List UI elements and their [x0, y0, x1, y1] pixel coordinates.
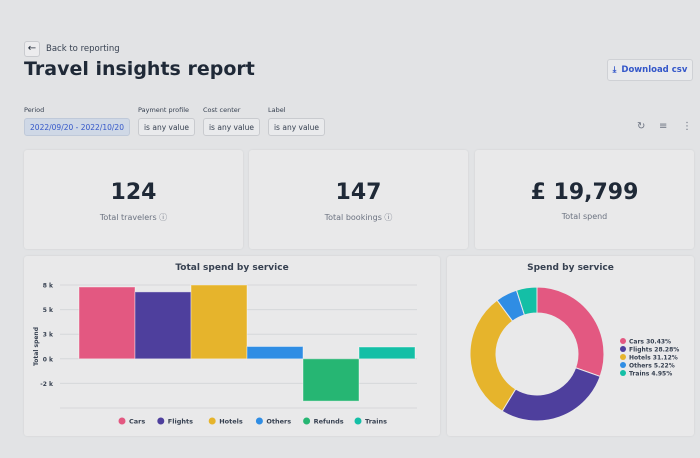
filter-label-payment-profile: Payment profile: [138, 106, 190, 114]
kpi-label: Total bookings: [324, 213, 382, 222]
legend-swatch: [620, 362, 626, 368]
bar-refunds: [302, 358, 360, 402]
kpi-label: Total spend: [561, 212, 608, 221]
bar-others: [246, 346, 304, 360]
legend-label: Trains 4.95%: [629, 370, 672, 377]
filter-label-period: Period: [24, 106, 45, 114]
refresh-icon[interactable]: ↻: [637, 121, 646, 132]
arrow-left-icon: ←: [27, 43, 37, 54]
legend-label: Others: [266, 418, 291, 426]
download-csv-button[interactable]: ⤓ Download csv: [607, 59, 693, 81]
bar-chart: 8 k 5 k 3 k 0 k -2 k Total spend Cars Flights Ho…: [33, 283, 417, 426]
donut-chart: Cars 30.43%Flights 28.28%Hotels 31.12%Ot…: [469, 286, 679, 422]
legend-swatch: [354, 417, 362, 425]
kpi-total-spend: £ 19,799 Total spend: [475, 150, 694, 249]
download-label: Download csv: [621, 65, 688, 75]
legend-label: Cars: [129, 418, 145, 426]
kpi-value: 124: [110, 180, 157, 205]
legend-swatch: [118, 417, 126, 425]
slice-cars: [536, 286, 605, 378]
legend-swatch: [620, 370, 626, 376]
slice-trains: [515, 286, 538, 316]
kpi-total-travelers: 124 Total travelers ⓘ: [24, 150, 243, 249]
filter-period[interactable]: 2022/09/20 - 2022/10/20: [24, 118, 130, 136]
kpi-value: 147: [335, 180, 382, 205]
legend-swatch: [620, 354, 626, 360]
more-vertical-icon[interactable]: ⋮: [682, 121, 692, 132]
filter-label-cost-center: Cost center: [203, 106, 241, 114]
legend-label: Refunds: [314, 418, 344, 426]
legend-label: Hotels 31.12%: [629, 354, 678, 361]
legend-label: Flights 28.28%: [629, 346, 679, 353]
slice-flights: [501, 367, 601, 422]
chart-title: Spend by service: [527, 263, 614, 273]
kpi-total-bookings: 147 Total bookings ⓘ: [249, 150, 468, 249]
bar-flights: [134, 291, 192, 360]
chart-title: Total spend by service: [175, 263, 289, 273]
bar-trains: [358, 346, 416, 360]
legend-label: Hotels: [219, 418, 243, 426]
info-icon[interactable]: ⓘ: [159, 213, 168, 222]
legend-swatch: [620, 346, 626, 352]
y-tick-label: 5 k: [43, 307, 54, 314]
bar-cars: [78, 286, 136, 360]
filter-payment-profile[interactable]: is any value: [138, 118, 195, 136]
y-tick-label: 8 k: [43, 283, 54, 290]
filter-icon[interactable]: ≡: [659, 121, 668, 132]
bar-chart-card: Total spend by service 8 k 5 k 3 k 0 k -2 k T…: [24, 256, 440, 436]
kpi-value: £ 19,799: [530, 180, 639, 205]
kpi-label: Total travelers: [99, 213, 157, 222]
legend-swatch: [255, 417, 263, 425]
back-button[interactable]: ←: [24, 41, 40, 57]
legend-label: Flights: [168, 418, 193, 426]
y-tick-label: 0 k: [43, 356, 54, 363]
back-to-reporting-link[interactable]: Back to reporting: [46, 44, 120, 54]
legend-label: Others 5.22%: [629, 362, 675, 369]
filter-label-label: Label: [268, 106, 286, 114]
y-tick-label: -2 k: [40, 381, 54, 388]
legend-label: Trains: [365, 418, 387, 426]
filter-cost-center[interactable]: is any value: [203, 118, 260, 136]
filter-label[interactable]: is any value: [268, 118, 325, 136]
legend-swatch: [208, 417, 216, 425]
y-axis-label: Total spend: [33, 327, 40, 366]
legend-label: Cars 30.43%: [629, 338, 671, 345]
info-icon[interactable]: ⓘ: [384, 213, 393, 222]
bar-hotels: [190, 284, 248, 360]
legend-swatch: [157, 417, 165, 425]
legend-swatch: [303, 417, 311, 425]
legend-swatch: [620, 338, 626, 344]
download-icon: ⤓: [612, 65, 617, 75]
y-tick-label: 3 k: [43, 332, 54, 339]
pie-chart-card: Spend by service Cars 30.43% Flights 28.2…: [447, 256, 694, 436]
page-title: Travel insights report: [24, 58, 255, 80]
